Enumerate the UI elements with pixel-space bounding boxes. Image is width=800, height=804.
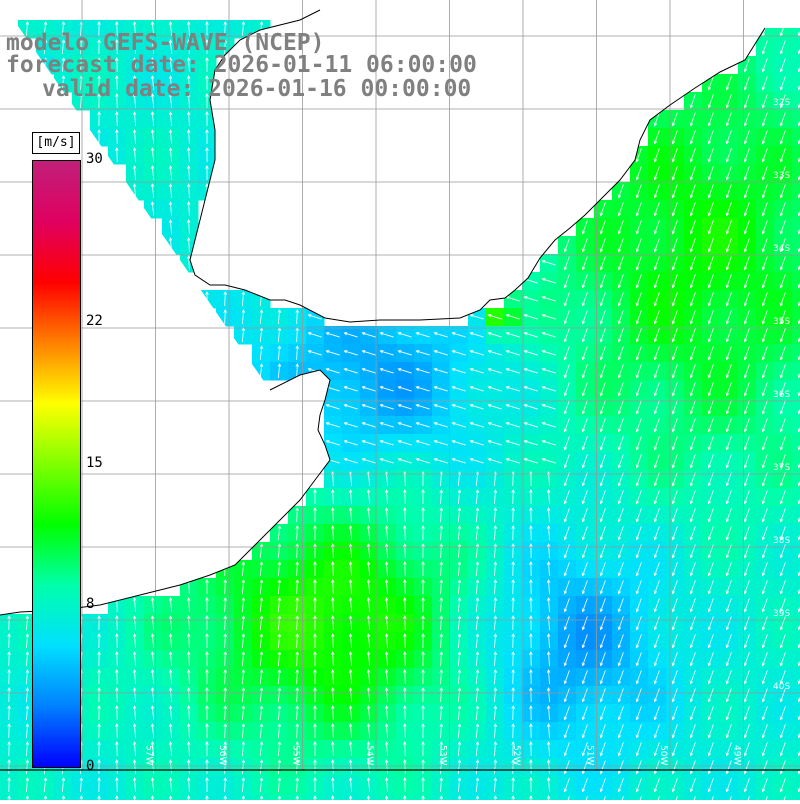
longitude-label: 55W [291, 745, 301, 765]
wind-speed-cell [594, 794, 613, 800]
longitude-label: 49W [732, 745, 742, 765]
wind-arrow [405, 562, 406, 576]
wind-arrow [117, 742, 118, 756]
wind-arrow [405, 760, 406, 774]
latitude-label: 40S [773, 682, 790, 692]
longitude-label: 51W [585, 745, 595, 765]
wind-arrow [405, 688, 406, 702]
longitude-label: 53W [438, 745, 448, 765]
wind-arrow [117, 130, 118, 144]
wind-arrow [117, 148, 118, 162]
wind-speed-cell [720, 794, 739, 800]
wind-speed-cell [558, 794, 577, 800]
wind-speed-cell [612, 794, 631, 800]
wind-speed-cell [666, 794, 685, 800]
colorbar-tick-label: 15 [86, 455, 103, 471]
latitude-label: 33S [773, 171, 790, 181]
longitude-label: 56W [217, 745, 227, 765]
wind-speed-cell [702, 794, 721, 800]
wind-arrow [117, 706, 118, 720]
longitude-label: 52W [511, 745, 521, 765]
wind-arrow [117, 670, 118, 684]
latitude-label: 39S [773, 609, 790, 619]
longitude-label: 57W [144, 745, 154, 765]
wind-speed-cell [648, 794, 667, 800]
colorbar-tick-label: 30 [86, 151, 103, 167]
latitude-label: 35S [773, 317, 790, 327]
wind-arrow [405, 580, 406, 594]
wind-speed-cell [792, 794, 800, 800]
wind-arrow [405, 526, 406, 540]
wind-arrow [405, 616, 406, 630]
wind-speed-cell [684, 794, 703, 800]
latitude-label: 34S [773, 244, 790, 254]
latitude-label: 36S [773, 390, 790, 400]
wind-arrow [405, 742, 406, 756]
colorbar-tick-label: 0 [86, 758, 94, 774]
wind-arrow [117, 688, 118, 702]
colorbar-tick-label: 8 [86, 596, 94, 612]
wind-arrow [405, 598, 406, 612]
wind-arrow [405, 490, 406, 504]
wind-arrow [405, 670, 406, 684]
latitude-label: 37S [773, 463, 790, 473]
wind-arrow [405, 544, 406, 558]
wind-arrow [117, 724, 118, 738]
wind-arrow [117, 760, 118, 774]
latitude-label: 38S [773, 536, 790, 546]
wind-speed-cell [630, 794, 649, 800]
wind-arrow [405, 508, 406, 522]
colorbar [32, 160, 81, 768]
wind-speed-cell [738, 794, 757, 800]
wind-speed-cell [576, 794, 595, 800]
latitude-label: 32S [773, 98, 790, 108]
wind-arrow [117, 652, 118, 666]
wind-arrow [405, 778, 406, 792]
valid-date: valid date: 2026-01-16 00:00:00 [42, 78, 471, 101]
longitude-label: 50W [658, 745, 668, 765]
wind-arrow [405, 724, 406, 738]
wind-arrow [405, 652, 406, 666]
wind-speed-cell [756, 794, 775, 800]
longitude-label: 54W [364, 745, 374, 765]
wind-speed-cell [774, 794, 793, 800]
wind-arrow [117, 778, 118, 792]
wind-arrow [405, 634, 406, 648]
wind-arrow [117, 634, 118, 648]
wind-arrow [117, 112, 118, 126]
colorbar-tick-label: 22 [86, 313, 103, 329]
forecast-date: forecast date: 2026-01-11 06:00:00 [6, 54, 477, 77]
wind-arrow [117, 616, 118, 630]
colorbar-units: [m/s] [32, 132, 80, 154]
wind-arrow [405, 706, 406, 720]
